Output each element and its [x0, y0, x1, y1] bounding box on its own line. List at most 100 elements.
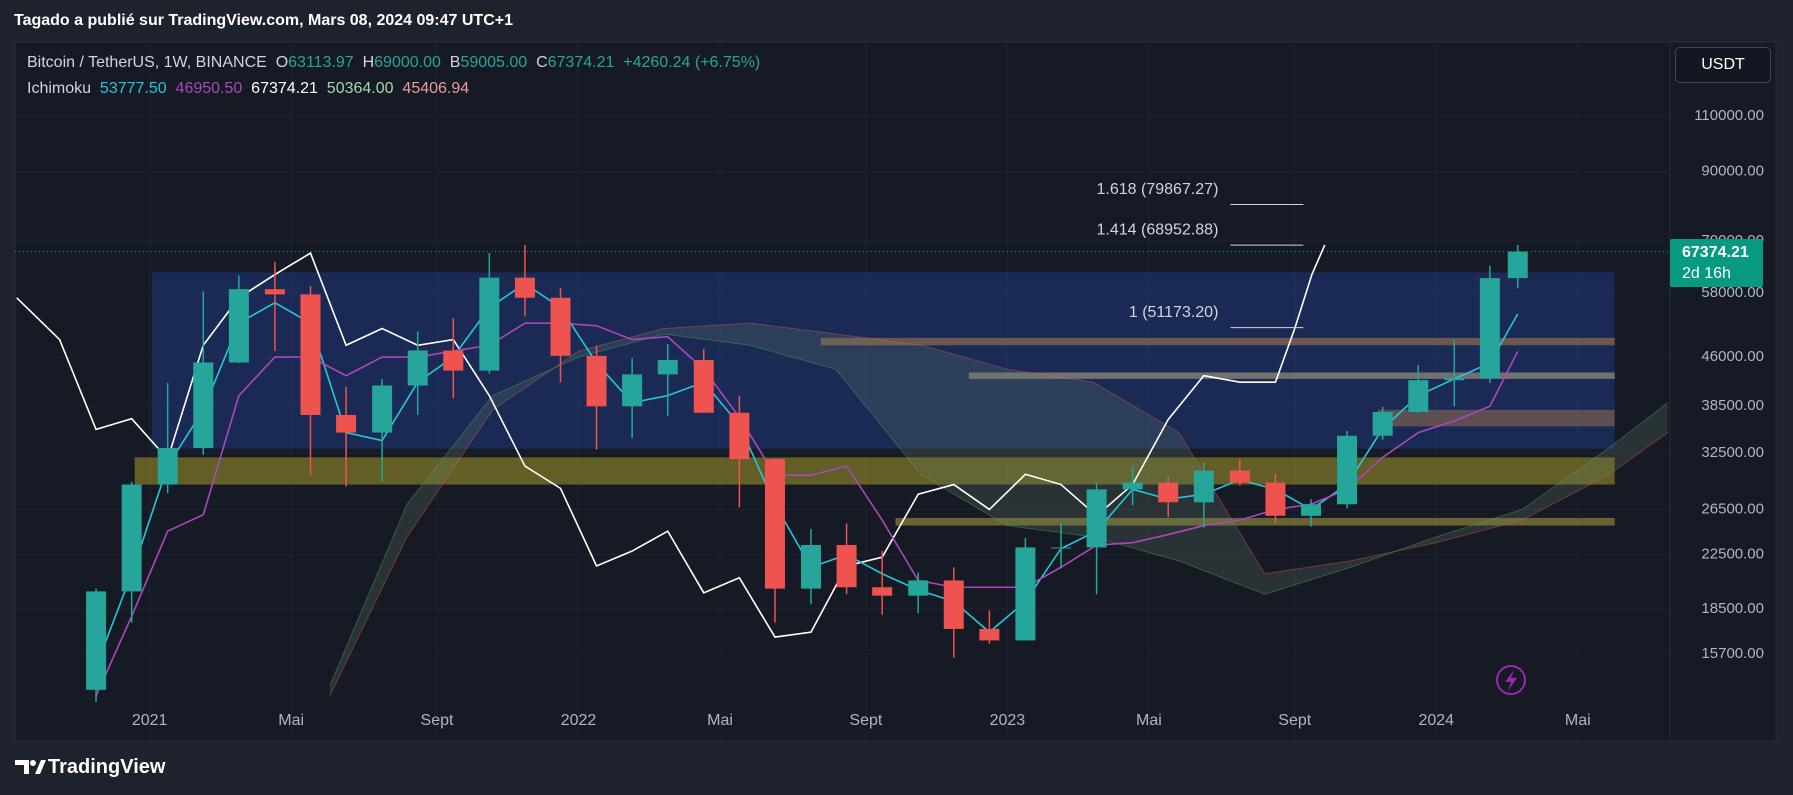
candle-body	[979, 628, 1000, 641]
candle-body	[622, 374, 643, 407]
candle-body	[657, 360, 678, 375]
indicator-value: 50364.00	[326, 80, 394, 97]
y-tick-label: 110000.00	[1694, 107, 1764, 124]
candle-body	[1265, 482, 1286, 516]
candle-body	[1372, 412, 1393, 436]
candle-body	[1193, 470, 1214, 503]
candle-body	[479, 277, 500, 371]
candle-body	[872, 587, 893, 596]
symbol-legend: Bitcoin / TetherUS, 1W, BINANCE O63113.9…	[27, 54, 760, 72]
zone	[134, 457, 1615, 485]
ohlc-key: O	[275, 54, 289, 71]
candle-body	[1122, 482, 1143, 490]
indicator-value: 45406.94	[402, 80, 470, 97]
candle-body	[1086, 489, 1107, 548]
x-tick-label: Sept	[421, 712, 454, 729]
publisher: Tagado a publié sur TradingView.com, Mar…	[14, 12, 513, 29]
ohlc-key: H	[362, 54, 375, 71]
ohlc-key: C	[536, 54, 548, 71]
candle-body	[729, 412, 750, 460]
y-tick-label: 26500.00	[1701, 500, 1764, 517]
x-tick-label: Sept	[849, 712, 882, 729]
indicator-legend: Ichimoku 53777.50 46950.50 67374.21 5036…	[27, 80, 469, 98]
candle-body	[1158, 482, 1179, 503]
x-tick-label: 2021	[132, 712, 168, 729]
ohlc-value: 63113.97	[288, 54, 354, 71]
x-tick-label: Mai	[1136, 712, 1162, 729]
fib-label: 1.618 (79867.27)	[1097, 181, 1219, 198]
y-tick-label: 32500.00	[1701, 444, 1764, 461]
candle-body	[1015, 547, 1036, 641]
candle-body	[336, 414, 357, 433]
candle-body	[1408, 380, 1429, 413]
currency-button[interactable]: USDT	[1675, 47, 1771, 83]
candle-body	[300, 294, 321, 415]
alert-icon[interactable]	[1496, 665, 1526, 695]
cloud-span-b	[329, 322, 1669, 697]
x-tick-label: 2023	[990, 712, 1026, 729]
candle-body	[586, 355, 607, 407]
countdown: 2d 16h	[1682, 264, 1731, 282]
y-tick-label: 22500.00	[1701, 546, 1764, 563]
x-tick-label: 2024	[1418, 712, 1454, 729]
ohlc-key: B	[449, 54, 461, 71]
fib-label: 1 (51173.20)	[1129, 304, 1219, 321]
candle-body	[550, 297, 571, 356]
brand: TradingView	[48, 756, 166, 778]
zone	[968, 372, 1615, 379]
candle-body	[1444, 378, 1465, 381]
indicator-value: 67374.21	[251, 80, 318, 97]
y-tick-label: 46000.00	[1701, 348, 1764, 365]
x-tick-label: Sept	[1278, 712, 1311, 729]
indicator: Ichimoku	[27, 80, 92, 97]
candle-body	[193, 362, 214, 448]
candle-body	[764, 459, 785, 589]
x-tick-label: Mai	[278, 712, 304, 729]
cloud-fill	[329, 323, 1668, 696]
zone	[820, 337, 1615, 346]
plot-area: 1.618 (79867.27) 1.414 (68952.88) 1 (51173…	[15, 42, 1670, 741]
brand-logo	[15, 760, 46, 774]
candle-body	[228, 289, 249, 363]
x-tick-label: Mai	[707, 712, 733, 729]
ohlc-value: 69000.00	[374, 54, 441, 71]
candle-body	[1051, 547, 1072, 549]
y-tick-label: 90000.00	[1701, 162, 1764, 179]
y-tick-label: 18500.00	[1701, 600, 1764, 617]
symbol: Bitcoin / TetherUS, 1W, BINANCE	[27, 54, 267, 71]
candle-body	[1229, 470, 1250, 483]
candle-body	[264, 289, 285, 295]
y-tick-label: 58000.00	[1701, 284, 1764, 301]
cloud-span-a	[329, 333, 1669, 687]
candle-body	[908, 580, 929, 596]
candle-body	[836, 545, 857, 588]
ohlc-value: 59005.00	[460, 54, 528, 71]
candle-body	[121, 484, 142, 592]
axes: 15700.00 18500.00 22500.00 26500.00 32500.00…	[132, 107, 1764, 729]
candle-body	[157, 447, 178, 485]
candle-body	[693, 360, 714, 413]
ohlc-value: 67374.21	[547, 54, 615, 71]
indicator-line	[16, 244, 1326, 638]
change: +4260.24 (+6.75%)	[623, 54, 761, 71]
candle-body	[443, 350, 464, 371]
candle-body	[514, 277, 535, 298]
zone	[895, 517, 1615, 526]
zone	[1377, 409, 1615, 427]
candle-body	[1507, 251, 1528, 279]
candle-body	[943, 580, 964, 629]
x-tick-label: 2022	[561, 712, 597, 729]
candle-body	[372, 385, 393, 433]
price-tag: 67374.21 2d 16h	[1670, 238, 1763, 287]
candle-body	[1479, 278, 1500, 379]
candle-body	[86, 591, 107, 690]
indicator-value: 53777.50	[99, 80, 167, 97]
y-tick-label: 15700.00	[1701, 645, 1764, 662]
indicator-value: 46950.50	[175, 80, 243, 97]
last-price: 67374.21	[1682, 243, 1749, 261]
candle-body	[1337, 435, 1358, 505]
candle-body	[800, 545, 821, 589]
candle-body	[407, 350, 428, 386]
